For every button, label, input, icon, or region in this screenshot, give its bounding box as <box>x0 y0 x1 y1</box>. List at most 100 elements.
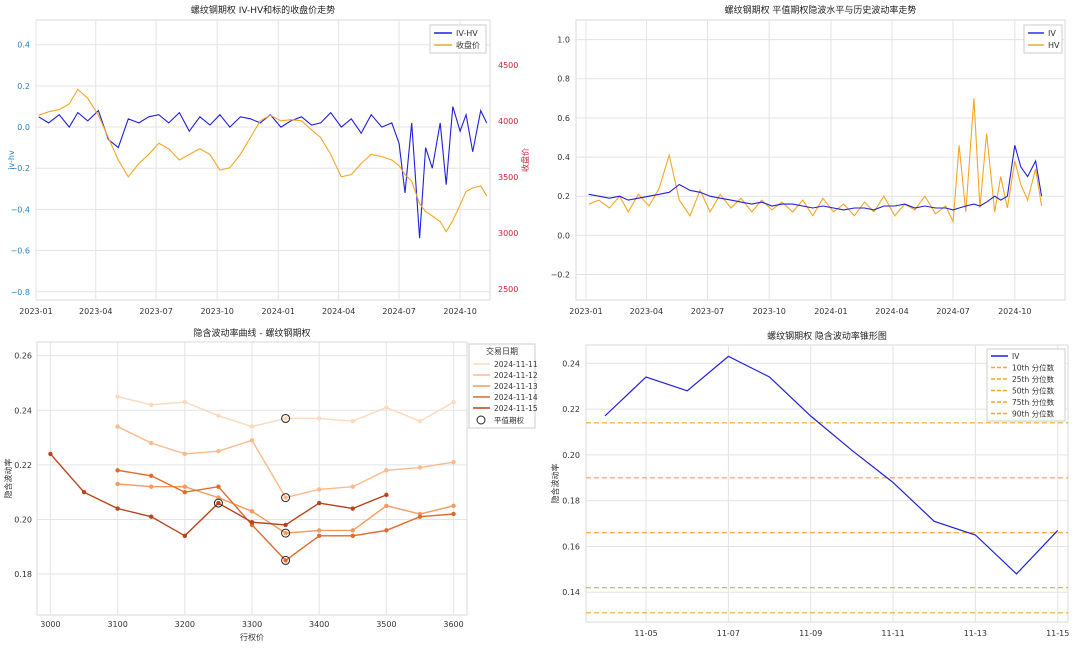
y-tick-label: 0.20 <box>14 515 32 524</box>
data-point <box>182 489 188 495</box>
series-line <box>588 98 1043 224</box>
legend-label: 2024-11-15 <box>494 404 538 413</box>
panel-4: 11-05 11-07 11-09 11-11 11-13 11-15 0.14 0.16 0.… <box>550 330 1069 638</box>
data-point <box>283 522 288 528</box>
data-point <box>451 503 456 508</box>
x-tick-label: 2023-07 <box>691 307 724 316</box>
x-tick-label: 2023-07 <box>139 307 172 316</box>
data-point <box>249 509 255 514</box>
atm-marker <box>281 528 291 538</box>
series <box>115 424 456 503</box>
data-point <box>417 418 423 424</box>
x-tick-label: 2024-07 <box>936 307 969 316</box>
data-point <box>451 459 456 465</box>
atm-marker <box>281 413 291 423</box>
legend-label: 2024-11-14 <box>494 393 538 402</box>
data-point <box>115 424 120 429</box>
y-tick-label-left: −0.6 <box>11 247 30 256</box>
y-tick-label: 0.8 <box>557 75 570 84</box>
data-point <box>216 449 221 454</box>
y-tick-label: 0.22 <box>14 461 32 470</box>
data-point <box>115 481 120 487</box>
x-tick-label: 2023-04 <box>630 307 663 316</box>
legend-label: HV <box>1048 41 1060 50</box>
data-point <box>350 484 355 489</box>
x-tick-label: 3100 <box>107 620 127 629</box>
x-tick-label: 3200 <box>175 620 195 629</box>
y-tick-label-left: 0.4 <box>17 41 30 50</box>
legend-box <box>986 348 1066 422</box>
y-axis-label: 隐含波动率 <box>550 464 560 504</box>
y-tick-label: 0.0 <box>557 231 570 240</box>
y-tick-label-left: 0.0 <box>17 123 30 132</box>
x-tick-label: 11-13 <box>964 629 987 638</box>
data-point <box>149 484 154 489</box>
y-tick-label: 0.22 <box>562 405 580 414</box>
data-point <box>350 506 355 511</box>
data-point <box>283 530 288 536</box>
y-tick-label-right: 3000 <box>498 229 518 238</box>
x-tick-label: 2023-10 <box>752 307 785 316</box>
chart-title: 螺纹钢期权 隐含波动率锥形图 <box>767 330 887 342</box>
data-point <box>149 402 154 407</box>
data-point <box>149 514 154 519</box>
data-point <box>384 468 389 473</box>
series <box>115 468 456 565</box>
data-point <box>316 416 322 421</box>
y-tick-label: 0.18 <box>14 570 32 579</box>
y-tick-label: 0.16 <box>562 542 580 551</box>
y-tick-label: 1.0 <box>557 36 570 45</box>
data-point <box>283 416 288 421</box>
data-point <box>316 500 322 506</box>
atm-marker <box>213 498 223 508</box>
x-tick-label: 3400 <box>309 620 329 629</box>
data-point <box>283 558 288 563</box>
data-point <box>316 533 322 539</box>
data-point <box>451 511 456 517</box>
y-tick-label-left: 0.2 <box>17 82 30 91</box>
data-point <box>350 528 355 533</box>
y-tick-label: 0.26 <box>14 352 32 361</box>
data-point <box>249 438 255 443</box>
data-point <box>115 394 120 399</box>
x-tick-label: 2024-04 <box>875 307 908 316</box>
plot-area <box>575 19 1066 301</box>
x-tick-label: 2023-10 <box>200 307 233 316</box>
y-tick-label: 0.4 <box>557 153 570 162</box>
atm-marker <box>281 555 291 565</box>
legend-label: 2024-11-13 <box>494 382 538 391</box>
data-point <box>350 418 355 424</box>
legend-label: IV <box>1048 29 1056 38</box>
x-tick-label: 2024-01 <box>262 307 295 316</box>
panel-1: 2023-01 2023-04 2023-07 2023-10 2024-01 2024-… <box>7 4 530 316</box>
y-tick-label-left: −0.4 <box>11 205 30 214</box>
data-point <box>182 399 188 405</box>
atm-marker <box>281 493 291 503</box>
data-point <box>451 399 456 405</box>
legend-label: 平值期权 <box>494 415 524 425</box>
data-point <box>115 468 120 473</box>
y-tick-label: 0.24 <box>562 359 580 368</box>
y-tick-label-right: 2500 <box>498 285 518 294</box>
data-point <box>48 451 53 457</box>
data-point <box>81 489 87 495</box>
y-tick-label-left: −0.8 <box>11 288 30 297</box>
legend-label: 90th 分位数 <box>1012 409 1055 419</box>
data-point <box>316 487 322 492</box>
x-tick-label: 11-05 <box>634 629 657 638</box>
data-point <box>182 533 188 539</box>
x-tick-label: 11-11 <box>881 629 904 638</box>
data-point <box>115 506 120 511</box>
series-line <box>588 145 1043 211</box>
data-point <box>216 500 221 506</box>
x-tick-label: 11-07 <box>717 629 740 638</box>
x-tick-label: 11-15 <box>1046 629 1069 638</box>
data-point <box>216 413 221 418</box>
data-point <box>316 528 322 533</box>
legend-label: 75th 分位数 <box>1012 397 1055 407</box>
y-axis-label-left: iv-hv <box>7 150 16 170</box>
legend-box <box>429 24 487 54</box>
x-tick-label: 2024-01 <box>814 307 847 316</box>
